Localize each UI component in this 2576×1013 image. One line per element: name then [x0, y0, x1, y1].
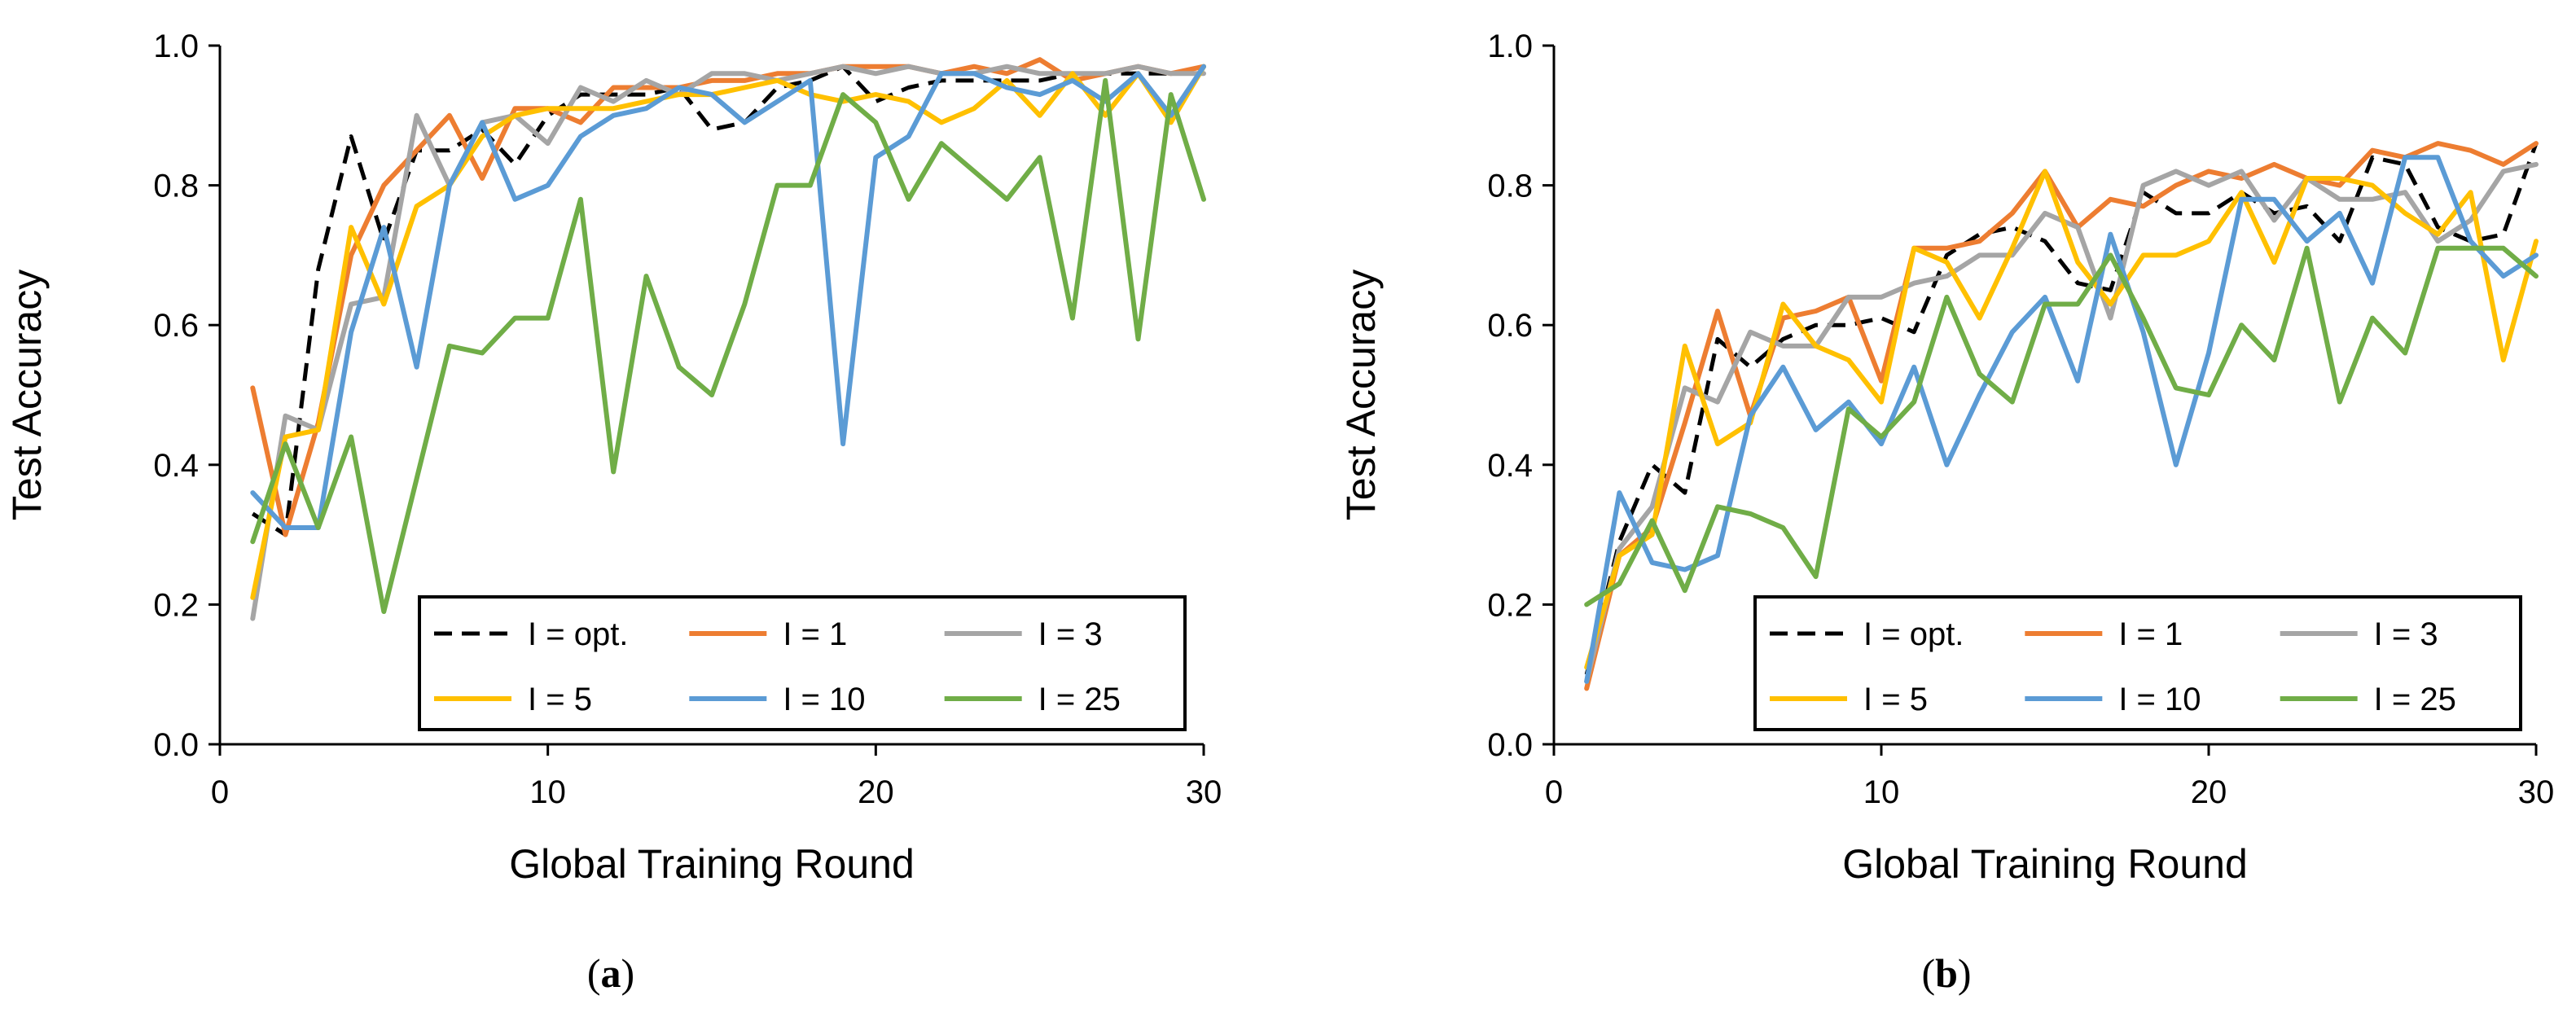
y-tick-label: 0.0 [1487, 727, 1533, 763]
y-tick-label: 0.8 [153, 169, 199, 204]
series-line-3 [1584, 169, 2539, 670]
legend-label: I = 10 [2118, 682, 2201, 717]
legend-label: I = 3 [1038, 616, 1103, 652]
series-line-2 [250, 64, 1206, 621]
y-tick-label: 0.4 [1487, 448, 1533, 484]
y-tick-label: 0.4 [153, 448, 199, 484]
series-line-0 [251, 64, 1205, 537]
series-line-5 [1584, 245, 2539, 607]
series-line-0 [1584, 143, 2539, 675]
x-tick-label: 20 [2191, 774, 2227, 810]
y-tick-label: 0.2 [153, 587, 199, 623]
series-line-3 [250, 64, 1206, 600]
panel-caption-letter: b [1935, 950, 1958, 996]
x-tick-label: 10 [1863, 774, 1900, 810]
series-line-1 [1584, 141, 2539, 691]
legend-box [1753, 595, 2522, 731]
legend-label: I = 25 [1038, 682, 1121, 717]
chart-panel-a: 0.0 0.2 0.4 0.6 0.8 1.0 0 10 20 30 Global Training… [4, 29, 1222, 996]
legend-box [418, 595, 1187, 731]
x-axis-title: Global Training Round [1842, 841, 2248, 887]
series-line-4 [1584, 155, 2539, 684]
legend-label: I = 25 [2374, 682, 2456, 717]
y-axis-title: Test Accuracy [4, 270, 50, 520]
panel-caption-letter: a [601, 950, 621, 996]
legend-label: I = 10 [783, 682, 865, 717]
legend-label: I = opt. [528, 616, 628, 652]
legend-label: I = 5 [528, 682, 592, 717]
y-tick-label: 0.2 [1487, 587, 1533, 623]
x-tick-label: 0 [211, 774, 229, 810]
y-tick-label: 0.0 [153, 727, 199, 763]
legend-label: I = opt. [1863, 616, 1964, 652]
legend-label: I = 5 [1863, 682, 1928, 717]
y-tick-label: 1.0 [153, 29, 199, 64]
legend-label: I = 1 [2118, 616, 2183, 652]
panel-caption: (b) [1921, 950, 1971, 996]
x-tick-label: 20 [858, 774, 894, 810]
series-line-1 [250, 57, 1206, 537]
legend-label: I = 1 [783, 616, 847, 652]
y-tick-label: 1.0 [1487, 29, 1533, 64]
x-axis-title: Global Training Round [509, 841, 915, 887]
x-tick-label: 30 [2518, 774, 2555, 810]
y-axis-title: Test Accuracy [1338, 270, 1384, 520]
series-line-4 [250, 64, 1206, 530]
legend: I = opt. I = 1 I = 3 I = 5 I = 10 I = 25 [1753, 595, 2522, 731]
y-tick-label: 0.6 [153, 308, 199, 344]
series-line-5 [250, 77, 1206, 614]
chart-panel-b: 0.0 0.2 0.4 0.6 0.8 1.0 0 10 20 30 Global Training… [1338, 29, 2554, 996]
legend: I = opt. I = 1 I = 3 I = 5 I = 10 I = 25 [418, 595, 1187, 731]
x-tick-label: 0 [1545, 774, 1563, 810]
y-tick-label: 0.6 [1487, 308, 1533, 344]
panel-caption: (a) [587, 950, 634, 996]
legend-label: I = 3 [2374, 616, 2438, 652]
x-tick-label: 30 [1186, 774, 1222, 810]
x-tick-label: 10 [529, 774, 566, 810]
y-tick-label: 0.8 [1487, 169, 1533, 204]
